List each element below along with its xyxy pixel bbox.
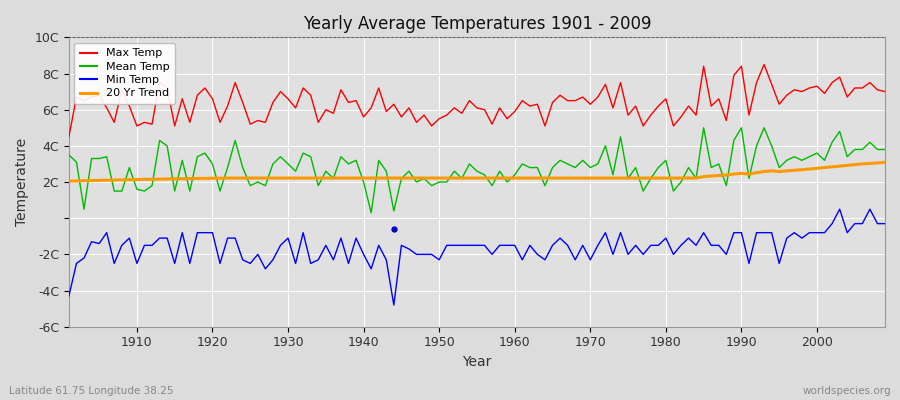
Text: worldspecies.org: worldspecies.org bbox=[803, 386, 891, 396]
Y-axis label: Temperature: Temperature bbox=[15, 138, 29, 226]
Text: Latitude 61.75 Longitude 38.25: Latitude 61.75 Longitude 38.25 bbox=[9, 386, 174, 396]
X-axis label: Year: Year bbox=[463, 355, 491, 369]
Title: Yearly Average Temperatures 1901 - 2009: Yearly Average Temperatures 1901 - 2009 bbox=[302, 15, 652, 33]
Legend: Max Temp, Mean Temp, Min Temp, 20 Yr Trend: Max Temp, Mean Temp, Min Temp, 20 Yr Tre… bbox=[75, 43, 175, 104]
